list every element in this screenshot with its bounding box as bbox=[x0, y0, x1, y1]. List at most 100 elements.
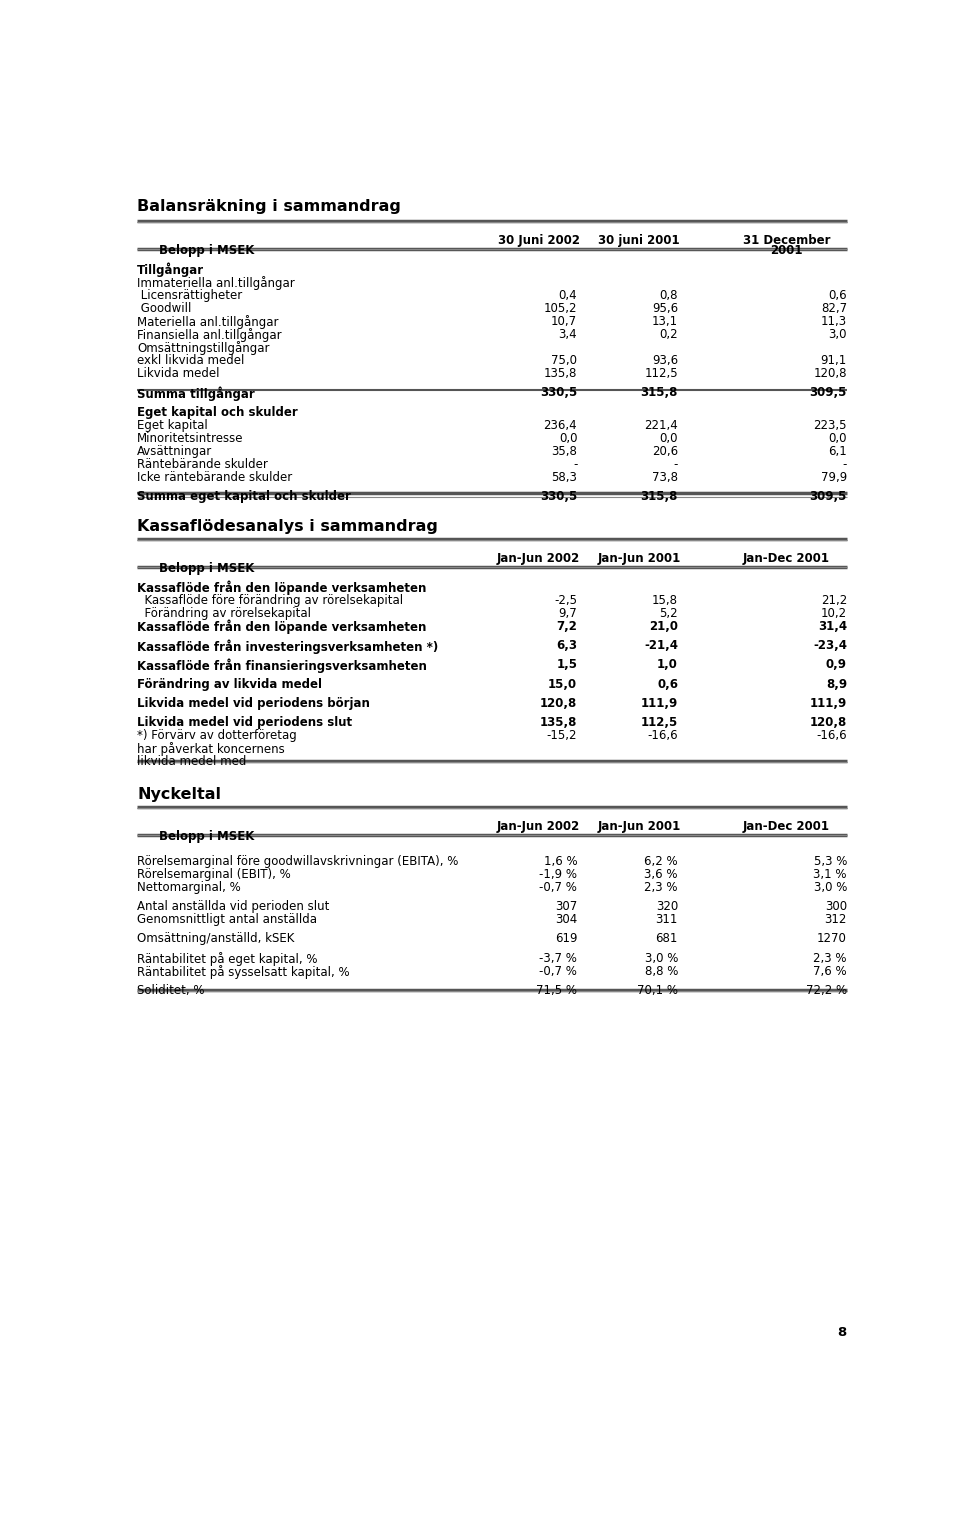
Text: 3,0: 3,0 bbox=[828, 328, 847, 340]
Text: 300: 300 bbox=[825, 900, 847, 914]
Text: Summa tillgångar: Summa tillgångar bbox=[137, 386, 254, 401]
Text: Kassaflöde från den löpande verksamheten: Kassaflöde från den löpande verksamheten bbox=[137, 581, 426, 594]
Text: 681: 681 bbox=[656, 932, 678, 945]
Text: Eget kapital och skulder: Eget kapital och skulder bbox=[137, 406, 298, 418]
Text: 13,1: 13,1 bbox=[652, 315, 678, 328]
Text: Räntebärande skulder: Räntebärande skulder bbox=[137, 458, 268, 471]
Text: 6,1: 6,1 bbox=[828, 445, 847, 458]
Text: -: - bbox=[674, 458, 678, 471]
Text: 0,4: 0,4 bbox=[559, 289, 577, 301]
Text: 1,6 %: 1,6 % bbox=[543, 854, 577, 868]
Text: Jan-Jun 2001: Jan-Jun 2001 bbox=[598, 819, 681, 833]
Text: Balansräkning i sammandrag: Balansräkning i sammandrag bbox=[137, 199, 401, 214]
Text: 1270: 1270 bbox=[817, 932, 847, 945]
Text: 91,1: 91,1 bbox=[821, 354, 847, 368]
Text: Icke räntebärande skulder: Icke räntebärande skulder bbox=[137, 471, 292, 485]
Text: 315,8: 315,8 bbox=[640, 491, 678, 503]
Text: Kassaflöde från investeringsverksamheten *): Kassaflöde från investeringsverksamheten… bbox=[137, 638, 439, 654]
Text: 221,4: 221,4 bbox=[644, 420, 678, 432]
Text: -15,2: -15,2 bbox=[547, 730, 577, 742]
Text: Kassaflöde från den löpande verksamheten: Kassaflöde från den löpande verksamheten bbox=[137, 620, 426, 634]
Text: 6,2 %: 6,2 % bbox=[644, 854, 678, 868]
Text: Immateriella anl.tillgångar: Immateriella anl.tillgångar bbox=[137, 275, 295, 289]
Text: 15,8: 15,8 bbox=[652, 594, 678, 606]
Text: 70,1 %: 70,1 % bbox=[637, 983, 678, 997]
Text: 0,0: 0,0 bbox=[559, 432, 577, 445]
Text: Tillgångar: Tillgångar bbox=[137, 263, 204, 277]
Text: Kassaflöde före förändring av rörelsekapital: Kassaflöde före förändring av rörelsekap… bbox=[137, 594, 403, 606]
Text: Nyckeltal: Nyckeltal bbox=[137, 787, 221, 803]
Text: 20,6: 20,6 bbox=[652, 445, 678, 458]
Text: 31,4: 31,4 bbox=[818, 620, 847, 632]
Text: Kassaflödesanalys i sammandrag: Kassaflödesanalys i sammandrag bbox=[137, 518, 438, 534]
Text: 73,8: 73,8 bbox=[652, 471, 678, 485]
Text: 0,2: 0,2 bbox=[660, 328, 678, 340]
Text: 8,8 %: 8,8 % bbox=[644, 965, 678, 977]
Text: 82,7: 82,7 bbox=[821, 302, 847, 315]
Text: 120,8: 120,8 bbox=[540, 696, 577, 710]
Text: Finansiella anl.tillgångar: Finansiella anl.tillgångar bbox=[137, 328, 281, 342]
Text: Belopp i MSEK: Belopp i MSEK bbox=[159, 245, 254, 257]
Text: 21,2: 21,2 bbox=[821, 594, 847, 606]
Text: Minoritetsintresse: Minoritetsintresse bbox=[137, 432, 244, 445]
Text: 3,0 %: 3,0 % bbox=[644, 952, 678, 965]
Text: 309,5: 309,5 bbox=[809, 386, 847, 400]
Text: *) Förvärv av dotterföretag: *) Förvärv av dotterföretag bbox=[137, 730, 297, 742]
Text: 10,2: 10,2 bbox=[821, 606, 847, 620]
Text: 307: 307 bbox=[555, 900, 577, 914]
Text: 315,8: 315,8 bbox=[640, 386, 678, 400]
Text: Summa eget kapital och skulder: Summa eget kapital och skulder bbox=[137, 491, 351, 503]
Text: 30 Juni 2002: 30 Juni 2002 bbox=[497, 234, 580, 246]
Text: Jan-Jun 2001: Jan-Jun 2001 bbox=[598, 552, 681, 565]
Text: 120,8: 120,8 bbox=[809, 716, 847, 730]
Text: -2,5: -2,5 bbox=[554, 594, 577, 606]
Text: 72,2 %: 72,2 % bbox=[805, 983, 847, 997]
Text: 2001: 2001 bbox=[770, 245, 803, 257]
Text: 79,9: 79,9 bbox=[821, 471, 847, 485]
Text: Licensrättigheter: Licensrättigheter bbox=[137, 289, 242, 301]
Text: 0,6: 0,6 bbox=[657, 678, 678, 690]
Text: 2,3 %: 2,3 % bbox=[813, 952, 847, 965]
Text: Eget kapital: Eget kapital bbox=[137, 420, 207, 432]
Text: 111,9: 111,9 bbox=[640, 696, 678, 710]
Text: Likvida medel vid periodens slut: Likvida medel vid periodens slut bbox=[137, 716, 352, 730]
Text: 0,8: 0,8 bbox=[660, 289, 678, 301]
Text: 95,6: 95,6 bbox=[652, 302, 678, 315]
Text: -16,6: -16,6 bbox=[816, 730, 847, 742]
Text: 105,2: 105,2 bbox=[543, 302, 577, 315]
Text: Materiella anl.tillgångar: Materiella anl.tillgångar bbox=[137, 315, 278, 328]
Text: 6,3: 6,3 bbox=[556, 638, 577, 652]
Text: Likvida medel vid periodens början: Likvida medel vid periodens början bbox=[137, 696, 370, 710]
Text: 112,5: 112,5 bbox=[640, 716, 678, 730]
Text: Jan-Dec 2001: Jan-Dec 2001 bbox=[743, 552, 830, 565]
Text: Soliditet, %: Soliditet, % bbox=[137, 983, 204, 997]
Text: 311: 311 bbox=[656, 914, 678, 926]
Text: -0,7 %: -0,7 % bbox=[540, 965, 577, 977]
Text: 120,8: 120,8 bbox=[813, 368, 847, 380]
Text: Förändring av likvida medel: Förändring av likvida medel bbox=[137, 678, 322, 690]
Text: Jan-Jun 2002: Jan-Jun 2002 bbox=[497, 819, 580, 833]
Text: 3,4: 3,4 bbox=[559, 328, 577, 340]
Text: -: - bbox=[843, 458, 847, 471]
Text: Jan-Jun 2002: Jan-Jun 2002 bbox=[497, 552, 580, 565]
Text: 8: 8 bbox=[838, 1325, 847, 1339]
Text: 0,6: 0,6 bbox=[828, 289, 847, 301]
Text: Genomsnittligt antal anställda: Genomsnittligt antal anställda bbox=[137, 914, 317, 926]
Text: 7,2: 7,2 bbox=[557, 620, 577, 632]
Text: Belopp i MSEK: Belopp i MSEK bbox=[159, 562, 254, 575]
Text: Räntabilitet på sysselsatt kapital, %: Räntabilitet på sysselsatt kapital, % bbox=[137, 965, 349, 979]
Text: 7,6 %: 7,6 % bbox=[813, 965, 847, 977]
Text: Jan-Dec 2001: Jan-Dec 2001 bbox=[743, 819, 830, 833]
Text: 71,5 %: 71,5 % bbox=[537, 983, 577, 997]
Text: 11,3: 11,3 bbox=[821, 315, 847, 328]
Text: Rörelsemarginal före goodwillavskrivningar (EBITA), %: Rörelsemarginal före goodwillavskrivning… bbox=[137, 854, 459, 868]
Text: 135,8: 135,8 bbox=[540, 716, 577, 730]
Text: -0,7 %: -0,7 % bbox=[540, 880, 577, 894]
Text: 3,1 %: 3,1 % bbox=[813, 868, 847, 880]
Text: Räntabilitet på eget kapital, %: Räntabilitet på eget kapital, % bbox=[137, 952, 318, 965]
Text: -16,6: -16,6 bbox=[647, 730, 678, 742]
Text: 236,4: 236,4 bbox=[543, 420, 577, 432]
Text: Belopp i MSEK: Belopp i MSEK bbox=[159, 830, 254, 844]
Text: 312: 312 bbox=[825, 914, 847, 926]
Text: 9,7: 9,7 bbox=[559, 606, 577, 620]
